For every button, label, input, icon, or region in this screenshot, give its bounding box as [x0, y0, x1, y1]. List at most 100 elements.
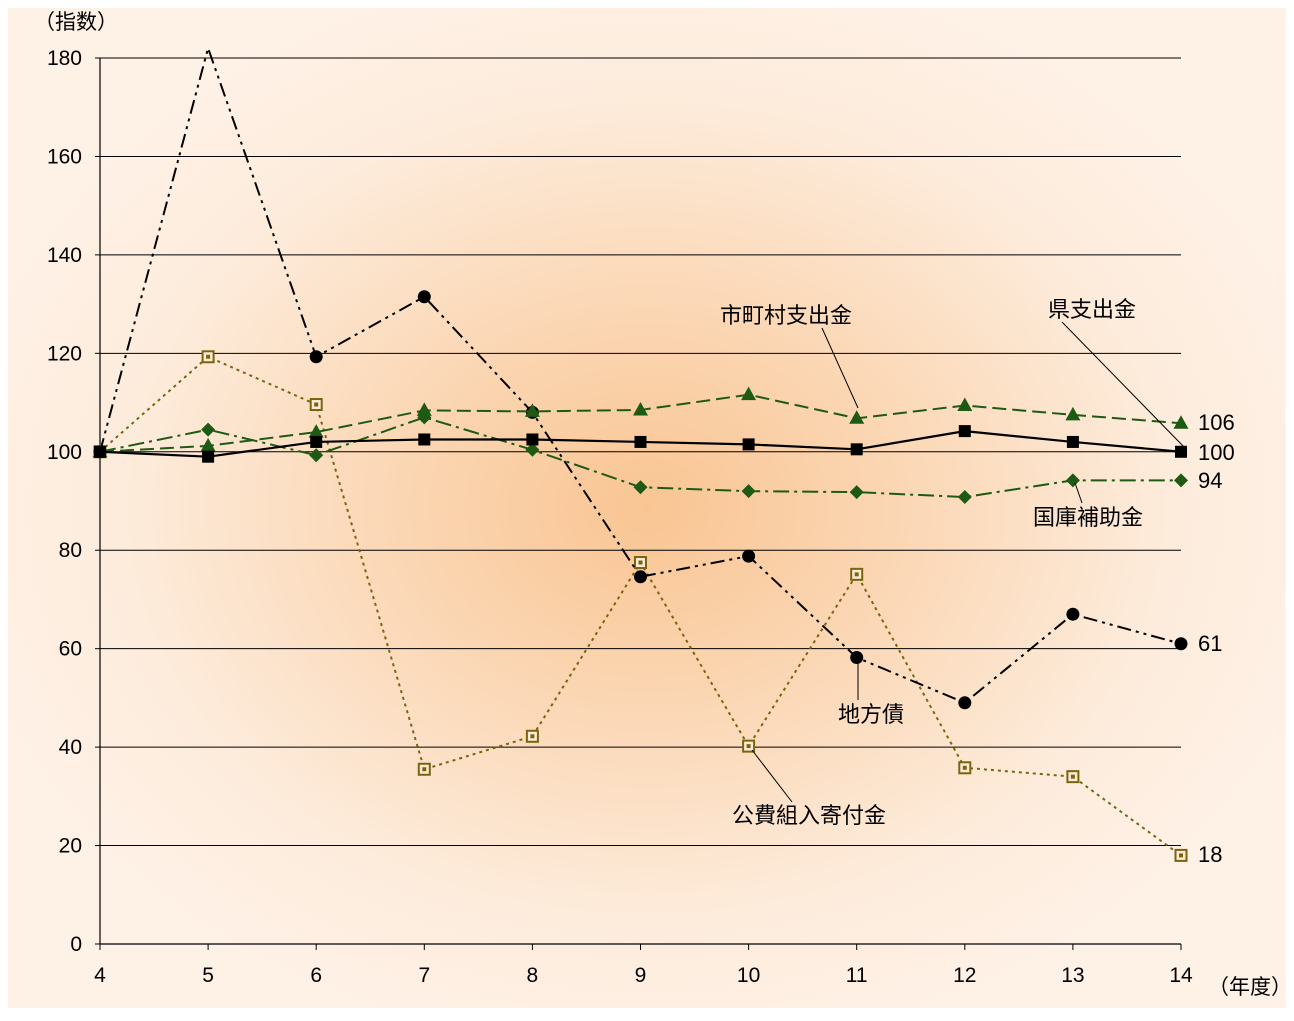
data-point	[309, 448, 324, 463]
x-tick-label: 5	[202, 964, 214, 987]
y-tick-label: 120	[47, 342, 82, 365]
y-tick-label: 80	[59, 539, 82, 562]
x-tick-label: 4	[94, 964, 106, 987]
data-point	[850, 567, 864, 581]
data-point	[524, 403, 540, 417]
data-point	[849, 485, 864, 500]
x-tick-label: 13	[1061, 964, 1084, 987]
plot-background	[8, 8, 1286, 1008]
data-point	[416, 402, 432, 416]
x-tick-label: 6	[310, 964, 322, 987]
data-point	[1066, 607, 1080, 621]
end-label-kokko: 94	[1198, 468, 1222, 493]
y-axis-title: （指数）	[34, 11, 118, 34]
data-point	[418, 433, 431, 446]
data-point	[958, 761, 972, 775]
y-tick-label: 60	[59, 638, 82, 661]
y-tick-label: 0	[70, 933, 82, 956]
x-tick-label: 8	[527, 964, 539, 987]
data-point	[742, 438, 755, 451]
data-point	[634, 570, 647, 584]
data-point-core	[962, 765, 967, 770]
data-point	[850, 443, 863, 456]
data-point	[634, 435, 647, 448]
data-point	[309, 350, 323, 364]
data-point	[525, 442, 540, 457]
y-tick-label: 180	[47, 47, 82, 70]
data-point	[1175, 445, 1187, 458]
x-tick-label: 14	[1169, 964, 1193, 987]
series-leader-shichoson	[821, 327, 859, 409]
data-point	[634, 556, 647, 570]
data-point	[417, 762, 431, 776]
data-point	[1174, 848, 1188, 862]
data-point	[742, 739, 756, 753]
data-point	[849, 410, 865, 424]
data-point	[957, 490, 972, 505]
end-label-ken: 100	[1198, 440, 1235, 465]
data-point	[417, 290, 431, 304]
data-point-core	[422, 767, 427, 772]
series-3	[93, 47, 1188, 710]
data-point	[958, 425, 971, 438]
series-label-shichoson: 市町村支出金	[720, 303, 852, 328]
end-label-chihosai: 61	[1198, 631, 1222, 656]
series-leader-ken	[1061, 321, 1186, 449]
data-point	[1065, 473, 1080, 488]
series-leader-kokko	[1074, 482, 1083, 504]
data-point	[1174, 473, 1188, 488]
data-point	[1065, 406, 1081, 421]
data-point-core	[314, 402, 319, 407]
data-point-core	[854, 572, 859, 577]
series-leader-kohi	[751, 749, 793, 803]
x-tick-label: 11	[846, 964, 868, 987]
x-axis-title: （年度）	[1208, 976, 1292, 999]
data-point	[309, 398, 323, 412]
data-point	[310, 435, 323, 448]
y-tick-label: 100	[47, 441, 82, 464]
data-point	[850, 651, 864, 665]
data-point	[1174, 637, 1188, 651]
series-line	[99, 47, 1182, 704]
data-point	[201, 422, 216, 437]
y-tick-label: 160	[47, 145, 82, 168]
data-point	[1066, 435, 1079, 448]
series-label-kohi: 公費組入寄付金	[732, 803, 886, 828]
y-tick-label: 20	[59, 835, 82, 858]
y-tick-label: 140	[47, 244, 82, 267]
y-tick-label: 40	[59, 736, 82, 759]
data-point	[202, 450, 215, 463]
data-point	[741, 386, 757, 401]
data-point-core	[638, 560, 643, 565]
data-point	[741, 484, 756, 499]
data-point	[633, 480, 648, 495]
data-point-core	[206, 354, 211, 359]
end-label-shichoson: 106	[1198, 410, 1235, 435]
data-point	[1066, 770, 1080, 784]
x-tick-label: 9	[635, 964, 647, 987]
series-label-ken: 県支出金	[1048, 297, 1136, 322]
data-point-core	[1179, 853, 1183, 858]
data-point	[201, 350, 215, 364]
x-tick-label: 10	[737, 964, 760, 987]
x-tick-label: 12	[953, 964, 976, 987]
data-point	[526, 433, 539, 446]
data-point	[742, 549, 756, 563]
series-0	[94, 425, 1187, 463]
data-point	[1173, 415, 1189, 429]
data-point	[957, 397, 973, 412]
data-point	[200, 437, 216, 452]
data-point	[94, 445, 106, 458]
end-label-kohi: 18	[1198, 842, 1222, 867]
data-point-core	[530, 734, 535, 739]
data-point	[525, 729, 539, 743]
data-point-core	[1070, 774, 1075, 779]
data-point	[958, 696, 972, 710]
x-tick-label: 7	[418, 964, 430, 987]
series-label-chihosai: 地方債	[838, 702, 904, 727]
series-label-kokko: 国庫補助金	[1033, 505, 1143, 530]
data-point-core	[746, 744, 751, 749]
data-point	[308, 424, 324, 438]
